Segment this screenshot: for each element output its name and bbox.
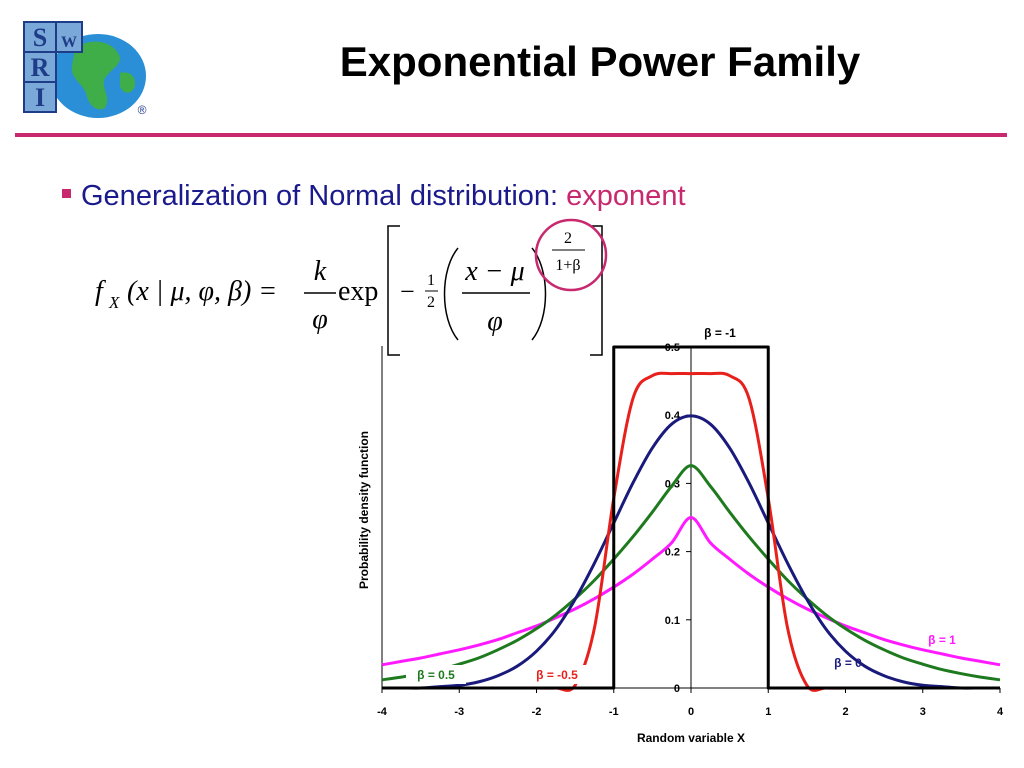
y-axis-label: Probability density function [357,431,371,589]
title-divider [15,133,1007,137]
y-tick-label: 0.2 [665,547,680,559]
series-line-0 [382,345,1000,690]
bullet-highlight: exponent [566,180,686,212]
series-line-3 [381,464,1001,682]
logo-registered: ® [138,103,147,117]
logo-letter: R [31,53,50,82]
x-tick-label: -2 [532,706,542,718]
x-tick-label: 2 [842,706,848,718]
x-tick-label: 1 [765,706,771,718]
logo-letter: I [35,83,45,112]
y-tick-label: 0 [674,683,680,695]
logo-tile [23,81,57,113]
x-tick-label: -3 [454,706,464,718]
logo-continent [71,41,121,110]
logo-letter: W [61,34,77,51]
page-title: Exponential Power Family [339,38,861,85]
series-line-4 [381,516,1001,667]
logo-letter: S [33,23,47,52]
series-label: β = 0 [834,656,862,670]
bullet-text: Generalization of Normal distribution: [81,180,567,212]
series-label-background [527,665,587,684]
series-label-background [406,665,466,684]
series-label: β = 0.5 [417,668,455,682]
bullet-item: Generalization of Normal distribution: e… [62,180,686,213]
x-tick-label: 0 [688,706,694,718]
logo-tile [23,51,57,83]
x-tick-label: -1 [609,706,619,718]
logo-tile [55,21,83,53]
x-axis-label: Random variable X [637,731,745,745]
sri-logo: S W R I ® [23,21,147,118]
x-tick-label: 4 [997,706,1004,718]
y-tick-label: 0.1 [665,615,680,627]
x-tick-label: 3 [920,706,926,718]
x-tick-label: -4 [377,706,388,718]
series-line-2 [381,414,1000,690]
bullet-square-icon [62,188,71,198]
series-label: β = -0.5 [536,668,578,682]
logo-continent [120,72,136,93]
series-label: β = -1 [704,326,736,340]
series-label: β = 1 [928,633,956,647]
